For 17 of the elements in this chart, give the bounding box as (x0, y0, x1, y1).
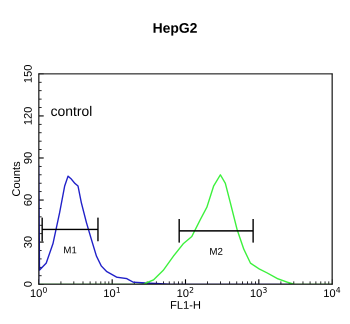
x-tick-label: 10$^{0}$ (30, 286, 47, 298)
annotation: control (51, 106, 92, 116)
x-tick-label: 10$^{1}$ (104, 287, 120, 298)
x-tick-label: 10$^{2}$ (177, 286, 194, 298)
y-tick-label: 0 (24, 281, 32, 287)
y-tick-label: 60 (24, 194, 32, 206)
chart-title: HepG2 (154, 23, 197, 36)
y-tick-label: 90 (24, 152, 32, 164)
series-label: M1 (64, 246, 76, 254)
y-axis-title: Counts (12, 162, 20, 196)
x-tick-label: 10$^{4}$ (324, 287, 340, 298)
x-axis-title: FL1-H (170, 301, 200, 309)
series-label: M2 (210, 248, 222, 255)
y-tick-label: 30 (24, 236, 32, 248)
y-tick-label: 120 (24, 107, 32, 124)
x-tick-label: 10$^{3}$ (250, 286, 267, 298)
y-tick-label: 150 (24, 65, 32, 82)
